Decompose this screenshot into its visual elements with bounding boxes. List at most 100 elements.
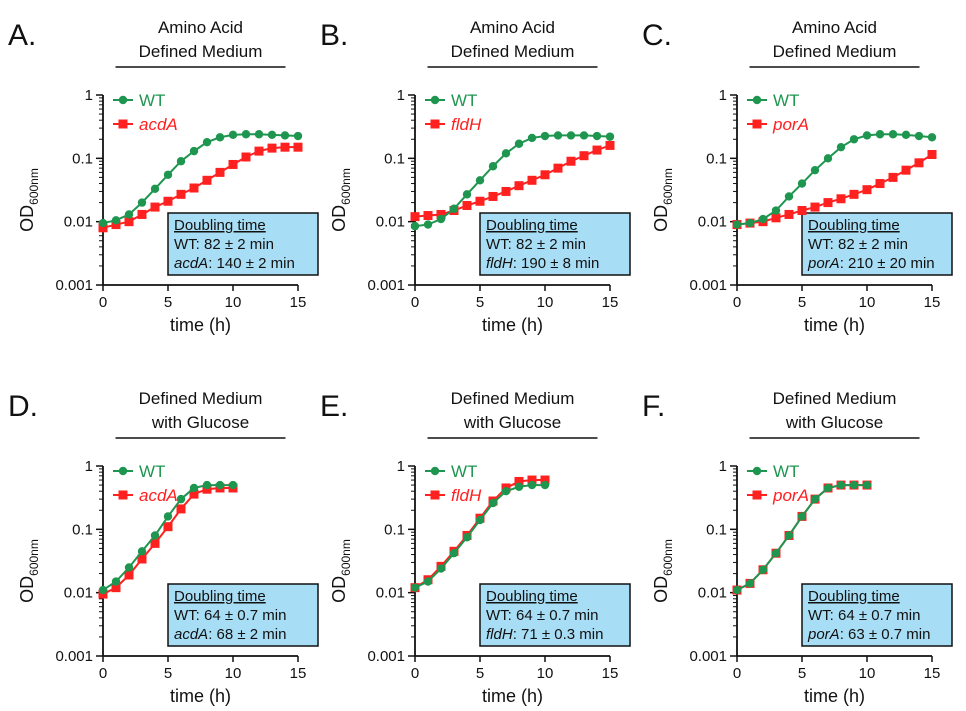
doubling-time-line: porA: 210 ± 20 min xyxy=(807,255,935,272)
legend-marker xyxy=(118,490,128,500)
chart-title-line-1: Defined Medium xyxy=(139,389,263,408)
data-point xyxy=(784,192,794,201)
x-axis-label: time (h) xyxy=(482,315,543,335)
y-tick-label: 0.001 xyxy=(689,277,727,294)
legend-label: WT xyxy=(773,91,799,110)
data-point xyxy=(189,489,199,499)
data-point xyxy=(176,157,186,166)
y-axis-label-main: OD xyxy=(329,205,349,232)
data-point xyxy=(475,176,485,185)
doubling-time-value: : 82 ± 2 min xyxy=(508,236,586,253)
panel-letter: F. xyxy=(642,390,665,423)
data-point xyxy=(810,202,820,212)
data-point xyxy=(254,146,264,156)
chart-panel-d: D. Defined Medium with Glucose 0 5 10 15 0.001 0… xyxy=(8,389,319,706)
data-point xyxy=(914,131,924,141)
data-point xyxy=(592,131,602,141)
chart-panel-c: C. Amino Acid Defined Medium 0 5 10 15 0.001 0.0… xyxy=(642,18,953,335)
data-point xyxy=(488,162,498,171)
chart-title-line-1: Defined Medium xyxy=(451,389,575,408)
x-tick-label: 10 xyxy=(537,294,554,311)
x-tick-label: 10 xyxy=(859,665,876,682)
doubling-time-value: : 64 ± 0.7 min xyxy=(196,607,287,624)
chart-panel-a: A. Amino Acid Defined Medium 0 5 10 15 0.001 0.0… xyxy=(8,18,319,335)
data-point xyxy=(267,143,277,153)
doubling-time-strain: WT xyxy=(486,236,509,253)
x-tick-label: 0 xyxy=(411,665,419,682)
data-point xyxy=(163,196,173,206)
x-tick-label: 10 xyxy=(225,294,242,311)
series-line-pora xyxy=(736,153,933,226)
data-point xyxy=(540,170,550,180)
data-point xyxy=(150,184,160,194)
panel-letter: E. xyxy=(320,390,348,423)
y-axis-label-main: OD xyxy=(17,205,37,232)
doubling-time-value: : 210 ± 20 min xyxy=(840,255,935,272)
doubling-time-strain: porA xyxy=(807,255,840,272)
y-tick-label: 1 xyxy=(397,458,405,475)
data-point xyxy=(849,189,859,199)
x-tick-label: 0 xyxy=(411,294,419,311)
data-point xyxy=(423,577,433,586)
data-point xyxy=(901,165,911,175)
y-axis-label-main: OD xyxy=(329,576,349,603)
doubling-time-line: fldH: 190 ± 8 min xyxy=(486,255,599,272)
doubling-time-line: WT: 64 ± 0.7 min xyxy=(808,607,920,624)
data-point xyxy=(875,179,885,189)
data-point xyxy=(862,480,872,490)
data-point xyxy=(293,142,303,152)
data-point xyxy=(501,149,511,158)
doubling-time-line: porA: 63 ± 0.7 min xyxy=(807,626,930,643)
doubling-time-value: : 71 ± 0.3 min xyxy=(513,626,604,643)
legend-label: fldH xyxy=(451,486,482,505)
chart-title-line-1: Amino Acid xyxy=(470,18,555,37)
doubling-time-strain: WT xyxy=(808,607,831,624)
legend-label: porA xyxy=(772,486,809,505)
x-tick-label: 0 xyxy=(733,665,741,682)
data-point xyxy=(137,554,147,564)
data-point xyxy=(241,152,251,162)
doubling-time-box xyxy=(801,212,953,276)
data-point xyxy=(228,159,238,169)
x-tick-label: 15 xyxy=(924,665,941,682)
legend-label: fldH xyxy=(451,115,482,134)
data-point xyxy=(501,186,511,196)
legend-marker xyxy=(118,119,128,129)
data-point xyxy=(927,149,937,159)
y-axis-label: OD600nm xyxy=(651,539,675,603)
doubling-time-strain: fldH xyxy=(486,626,513,643)
data-point xyxy=(137,198,147,207)
data-point xyxy=(98,585,108,595)
data-point xyxy=(797,179,807,188)
data-point xyxy=(514,139,524,148)
data-point xyxy=(228,480,238,490)
doubling-time-line: WT: 82 ± 2 min xyxy=(486,236,586,253)
data-point xyxy=(189,183,199,193)
x-tick-label: 15 xyxy=(290,665,307,682)
data-point xyxy=(189,146,199,156)
data-point xyxy=(771,548,781,558)
y-axis-label-subscript: 600nm xyxy=(661,539,675,576)
legend-label: porA xyxy=(772,115,809,134)
chart-title-line-2: Defined Medium xyxy=(451,42,575,61)
legend-label: acdA xyxy=(139,115,178,134)
legend-marker xyxy=(430,466,440,476)
panel-letter: B. xyxy=(320,19,348,52)
data-point xyxy=(423,211,433,221)
data-point xyxy=(215,133,225,142)
data-point xyxy=(267,130,277,140)
data-point xyxy=(927,133,937,142)
data-point xyxy=(514,482,524,491)
doubling-time-strain: WT xyxy=(808,236,831,253)
data-point xyxy=(150,531,160,540)
data-point xyxy=(124,217,134,227)
y-tick-label: 0.1 xyxy=(384,150,405,167)
doubling-time-value: : 82 ± 2 min xyxy=(830,236,908,253)
chart-title-line-1: Defined Medium xyxy=(773,389,897,408)
data-point xyxy=(124,563,134,572)
data-point xyxy=(475,196,485,206)
y-tick-label: 0.01 xyxy=(64,585,93,602)
data-point xyxy=(514,476,524,486)
data-point xyxy=(810,165,820,175)
